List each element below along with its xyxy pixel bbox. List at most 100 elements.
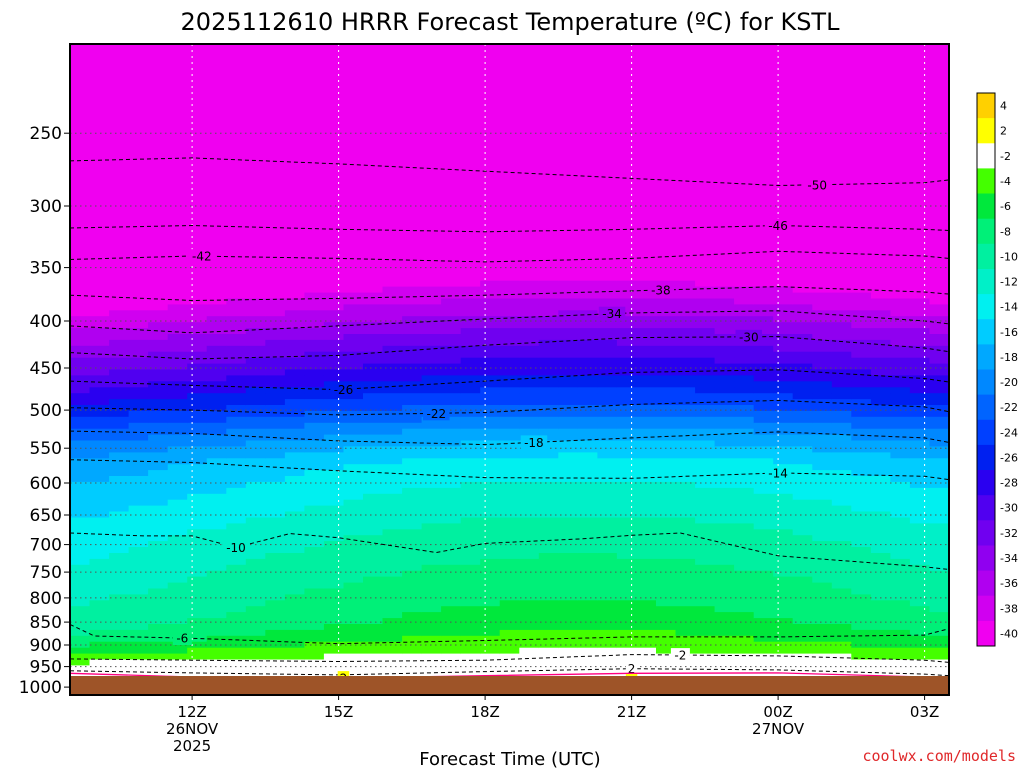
band-cell — [363, 180, 384, 187]
band-cell — [538, 103, 559, 110]
band-cell — [909, 428, 930, 436]
band-cell — [148, 257, 169, 264]
band-cell — [753, 209, 774, 217]
band-cell — [909, 476, 930, 483]
band-cell — [128, 67, 149, 75]
band-cell — [812, 345, 833, 353]
band-cell — [558, 150, 579, 157]
band-cell — [773, 162, 794, 169]
band-cell — [636, 434, 657, 442]
band-cell — [656, 564, 677, 572]
band-cell — [148, 209, 169, 217]
band-cell — [284, 659, 305, 666]
band-cell — [577, 410, 598, 418]
band-cell — [773, 541, 794, 548]
band-cell — [245, 564, 266, 572]
band-cell — [812, 541, 833, 548]
band-cell — [831, 416, 852, 424]
band-cell — [538, 55, 559, 63]
band-cell — [187, 245, 208, 252]
band-cell — [909, 505, 930, 513]
band-cell — [206, 564, 227, 572]
band-cell — [558, 381, 579, 388]
band-cell — [89, 487, 110, 495]
band-cell — [304, 523, 325, 530]
band-cell — [480, 91, 501, 98]
band-cell — [304, 653, 325, 661]
band-cell — [519, 227, 540, 234]
band-cell — [753, 322, 774, 329]
band-cell — [323, 535, 344, 542]
band-cell — [245, 428, 266, 436]
band-cell — [284, 399, 305, 406]
band-cell — [909, 322, 930, 329]
band-cell — [363, 428, 384, 436]
band-cell — [773, 665, 794, 672]
band-cell — [460, 387, 481, 394]
band-cell — [421, 328, 442, 335]
band-cell — [70, 61, 91, 69]
band-cell — [343, 97, 364, 104]
band-cell — [480, 547, 501, 554]
band-cell — [519, 357, 540, 365]
band-cell — [734, 671, 755, 678]
band-cell — [167, 97, 188, 104]
band-cell — [675, 428, 696, 436]
band-cell — [929, 369, 949, 376]
band-cell — [226, 629, 247, 637]
band-cell — [421, 268, 442, 276]
band-cell — [304, 576, 325, 584]
band-cell — [480, 671, 501, 678]
band-cell — [382, 369, 403, 376]
band-cell — [870, 263, 891, 270]
band-cell — [109, 600, 130, 607]
band-cell — [128, 629, 149, 637]
band-cell — [734, 600, 755, 607]
band-cell — [226, 369, 247, 376]
band-cell — [734, 55, 755, 63]
band-cell — [70, 109, 91, 116]
band-cell — [480, 109, 501, 116]
band-cell — [148, 186, 169, 193]
band-cell — [597, 470, 618, 477]
band-cell — [714, 505, 735, 513]
band-cell — [714, 126, 735, 134]
band-cell — [480, 203, 501, 211]
band-cell — [70, 328, 91, 335]
band-cell — [656, 357, 677, 365]
band-cell — [929, 174, 949, 181]
band-cell — [909, 233, 930, 240]
band-cell — [460, 268, 481, 276]
band-cell — [109, 558, 130, 566]
band-cell — [636, 91, 657, 98]
band-cell — [187, 91, 208, 98]
band-cell — [597, 55, 618, 63]
band-cell — [323, 558, 344, 566]
band-cell — [363, 310, 384, 317]
band-cell — [519, 564, 540, 572]
band-cell — [70, 144, 91, 152]
band-cell — [851, 156, 872, 163]
band-cell — [421, 553, 442, 560]
band-cell — [89, 375, 110, 382]
band-cell — [656, 553, 677, 560]
band-cell — [597, 209, 618, 217]
band-cell — [382, 606, 403, 613]
band-cell — [187, 203, 208, 211]
band-cell — [616, 239, 637, 246]
band-cell — [343, 458, 364, 465]
band-cell — [870, 452, 891, 459]
band-cell — [402, 606, 423, 613]
band-cell — [734, 103, 755, 110]
band-cell — [226, 322, 247, 329]
band-cell — [460, 558, 481, 566]
band-cell — [109, 221, 130, 228]
band-cell — [109, 209, 130, 217]
band-cell — [851, 257, 872, 264]
band-cell — [577, 292, 598, 300]
band-cell — [870, 268, 891, 276]
band-cell — [851, 576, 872, 584]
band-cell — [675, 304, 696, 311]
band-cell — [363, 564, 384, 572]
